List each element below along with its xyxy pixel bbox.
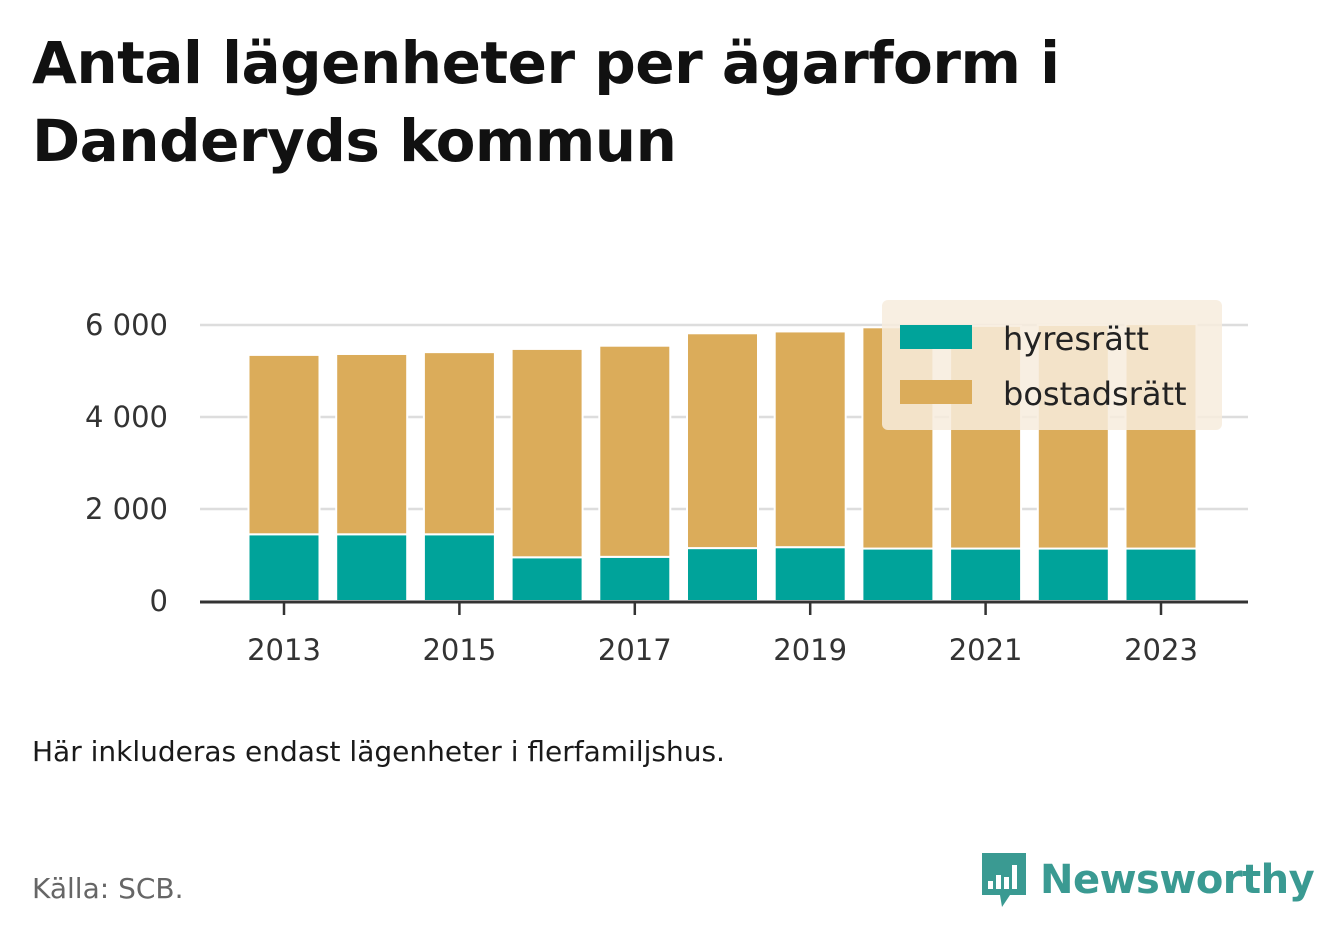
source-credit: Källa: SCB.: [32, 872, 184, 905]
brand-logo: Newsworthy: [980, 850, 1315, 910]
bar-hyresratt-2023: [1124, 547, 1198, 602]
bar-hyresratt-2019: [773, 546, 847, 602]
legend-label: hyresrätt: [1003, 320, 1149, 358]
bar-bostadsratt-2016: [510, 347, 584, 559]
bar-hyresratt-2017: [598, 555, 672, 603]
newsworthy-bar-chart-icon: [982, 853, 1026, 907]
bar-bostadsratt-2018: [686, 332, 759, 550]
bar-hyresratt-2013: [247, 533, 321, 602]
x-tick-label: 2017: [598, 633, 672, 667]
y-tick-label: 6 000: [85, 308, 168, 342]
chart-note: Här inkluderas endast lägenheter i flerf…: [32, 735, 725, 768]
legend-label: bostadsrätt: [1003, 375, 1187, 413]
x-tick-label: 2021: [949, 633, 1023, 667]
legend-swatch: [900, 325, 972, 349]
chart-title: Antal lägenheter per ägarform i Danderyd…: [32, 29, 1060, 175]
legend: hyresrätt bostadsrätt: [882, 300, 1222, 430]
axes: 0 2 000 4 000 6 000 2013 2015 2017 2019 2021 2023: [85, 308, 1248, 667]
y-tick-label: 0: [150, 584, 168, 618]
legend-swatch: [900, 380, 972, 404]
x-tick-label: 2013: [247, 633, 321, 667]
bar-bostadsratt-2013: [247, 353, 321, 536]
y-tick-label: 4 000: [85, 400, 168, 434]
bar-bostadsratt-2015: [422, 351, 496, 536]
bar-hyresratt-2016: [510, 556, 584, 602]
y-tick-label: 2 000: [85, 492, 168, 526]
bar-bostadsratt-2014: [335, 352, 409, 536]
x-tick-label: 2019: [773, 633, 847, 667]
bars: [247, 323, 1198, 603]
bar-bostadsratt-2017: [598, 344, 672, 558]
bar-bostadsratt-2019: [773, 330, 847, 549]
brand-name: Newsworthy: [1040, 857, 1315, 903]
bar-hyresratt-2022: [1036, 547, 1110, 602]
bar-hyresratt-2021: [949, 547, 1023, 602]
bar-hyresratt-2014: [335, 533, 409, 602]
bar-hyresratt-2018: [686, 547, 759, 602]
x-tick-label: 2015: [422, 633, 496, 667]
x-tick-label: 2023: [1124, 633, 1198, 667]
bar-hyresratt-2015: [422, 533, 496, 602]
bar-hyresratt-2020: [861, 547, 935, 602]
